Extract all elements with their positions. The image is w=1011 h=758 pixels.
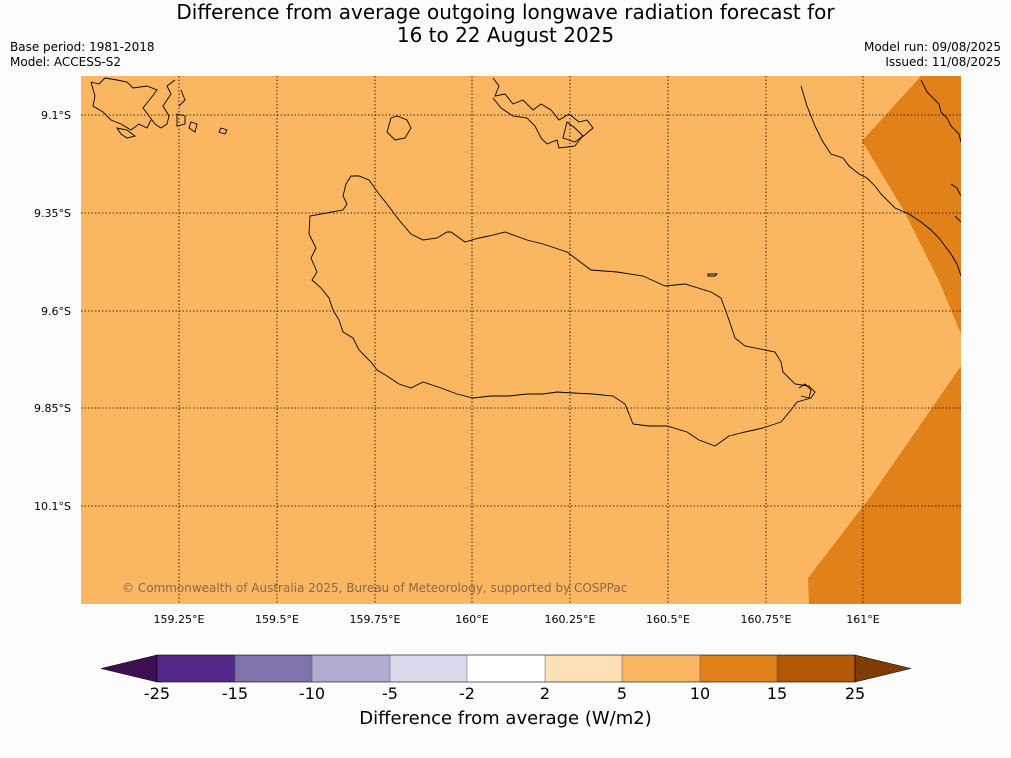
islet: [707, 273, 719, 277]
lat-label: 9.1°S: [41, 109, 71, 122]
colorbar-extend-high: [854, 654, 912, 683]
colorbar-tick-label: 10: [689, 684, 711, 703]
colorbar-segment: [545, 655, 622, 682]
map-background: [81, 76, 961, 604]
lat-label: 9.6°S: [41, 305, 71, 318]
anomaly-region-north-east: [862, 76, 961, 334]
lon-label: 159.25°E: [153, 613, 205, 626]
coast-north-islands: [492, 77, 594, 149]
base-period: Base period: 1981-2018: [10, 40, 155, 54]
colorbar-segment: [467, 655, 545, 682]
lon-label: 160°E: [455, 613, 489, 626]
lat-label: 10.1°S: [34, 500, 71, 513]
coast-north-west: [90, 77, 228, 139]
colorbar-title: Difference from average (W/m2): [359, 708, 652, 729]
lon-label: 160.25°E: [544, 613, 596, 626]
colorbar-tick-label: -5: [382, 684, 398, 703]
colorbar-segment: [235, 655, 312, 682]
chart-title: Difference from average outgoing longwav…: [0, 1, 1011, 47]
anomaly-region-south-east: [808, 366, 961, 604]
lon-label: 160.75°E: [740, 613, 792, 626]
lon-label: 159.75°E: [349, 613, 401, 626]
meta-left: Base period: 1981-2018 Model: ACCESS-S2: [10, 40, 155, 70]
lon-label: 160.5°E: [646, 613, 690, 626]
colorbar-extend-low: [100, 654, 158, 683]
colorbar-segment: [700, 655, 777, 682]
colorbar-segment: [157, 655, 235, 682]
colorbar-tick-label: 2: [539, 684, 551, 703]
issued-date: Issued: 11/08/2025: [885, 55, 1001, 69]
colorbar-tick-label: -10: [298, 684, 326, 703]
model-run: Model run: 09/08/2025: [863, 40, 1001, 54]
lat-label: 9.85°S: [34, 402, 71, 415]
coast-malaita: [800, 79, 961, 277]
colorbar-tick-label: -15: [221, 684, 249, 703]
lat-label: 9.35°S: [34, 207, 71, 220]
colorbar-tick-label: 15: [766, 684, 788, 703]
island-guadalcanal: [308, 175, 816, 447]
colorbar-segment: [622, 655, 700, 682]
island-savo: [386, 115, 412, 141]
colorbar-segment: [390, 655, 467, 682]
colorbar-segment: [312, 655, 390, 682]
title-line-2: 16 to 22 August 2025: [396, 23, 615, 47]
colorbar-tick-label: -2: [459, 684, 475, 703]
colorbar-tick-label: -25: [143, 684, 171, 703]
copyright-notice: © Commonwealth of Australia 2025, Bureau…: [122, 581, 628, 595]
lon-label: 159.5°E: [255, 613, 299, 626]
colorbar-tick-label: 25: [844, 684, 866, 703]
lon-label: 161°E: [846, 613, 880, 626]
gridlines: [81, 76, 961, 604]
meta-right: Model run: 09/08/2025 Issued: 11/08/2025: [864, 40, 1001, 70]
colorbar-tick-label: 5: [616, 684, 628, 703]
map: [81, 76, 961, 604]
title-line-1: Difference from average outgoing longwav…: [176, 0, 835, 24]
colorbar-segment: [777, 655, 855, 682]
coastlines: [90, 77, 961, 447]
coast-south-east: [798, 383, 812, 399]
colorbar: [100, 654, 912, 683]
model-name: Model: ACCESS-S2: [10, 55, 122, 69]
